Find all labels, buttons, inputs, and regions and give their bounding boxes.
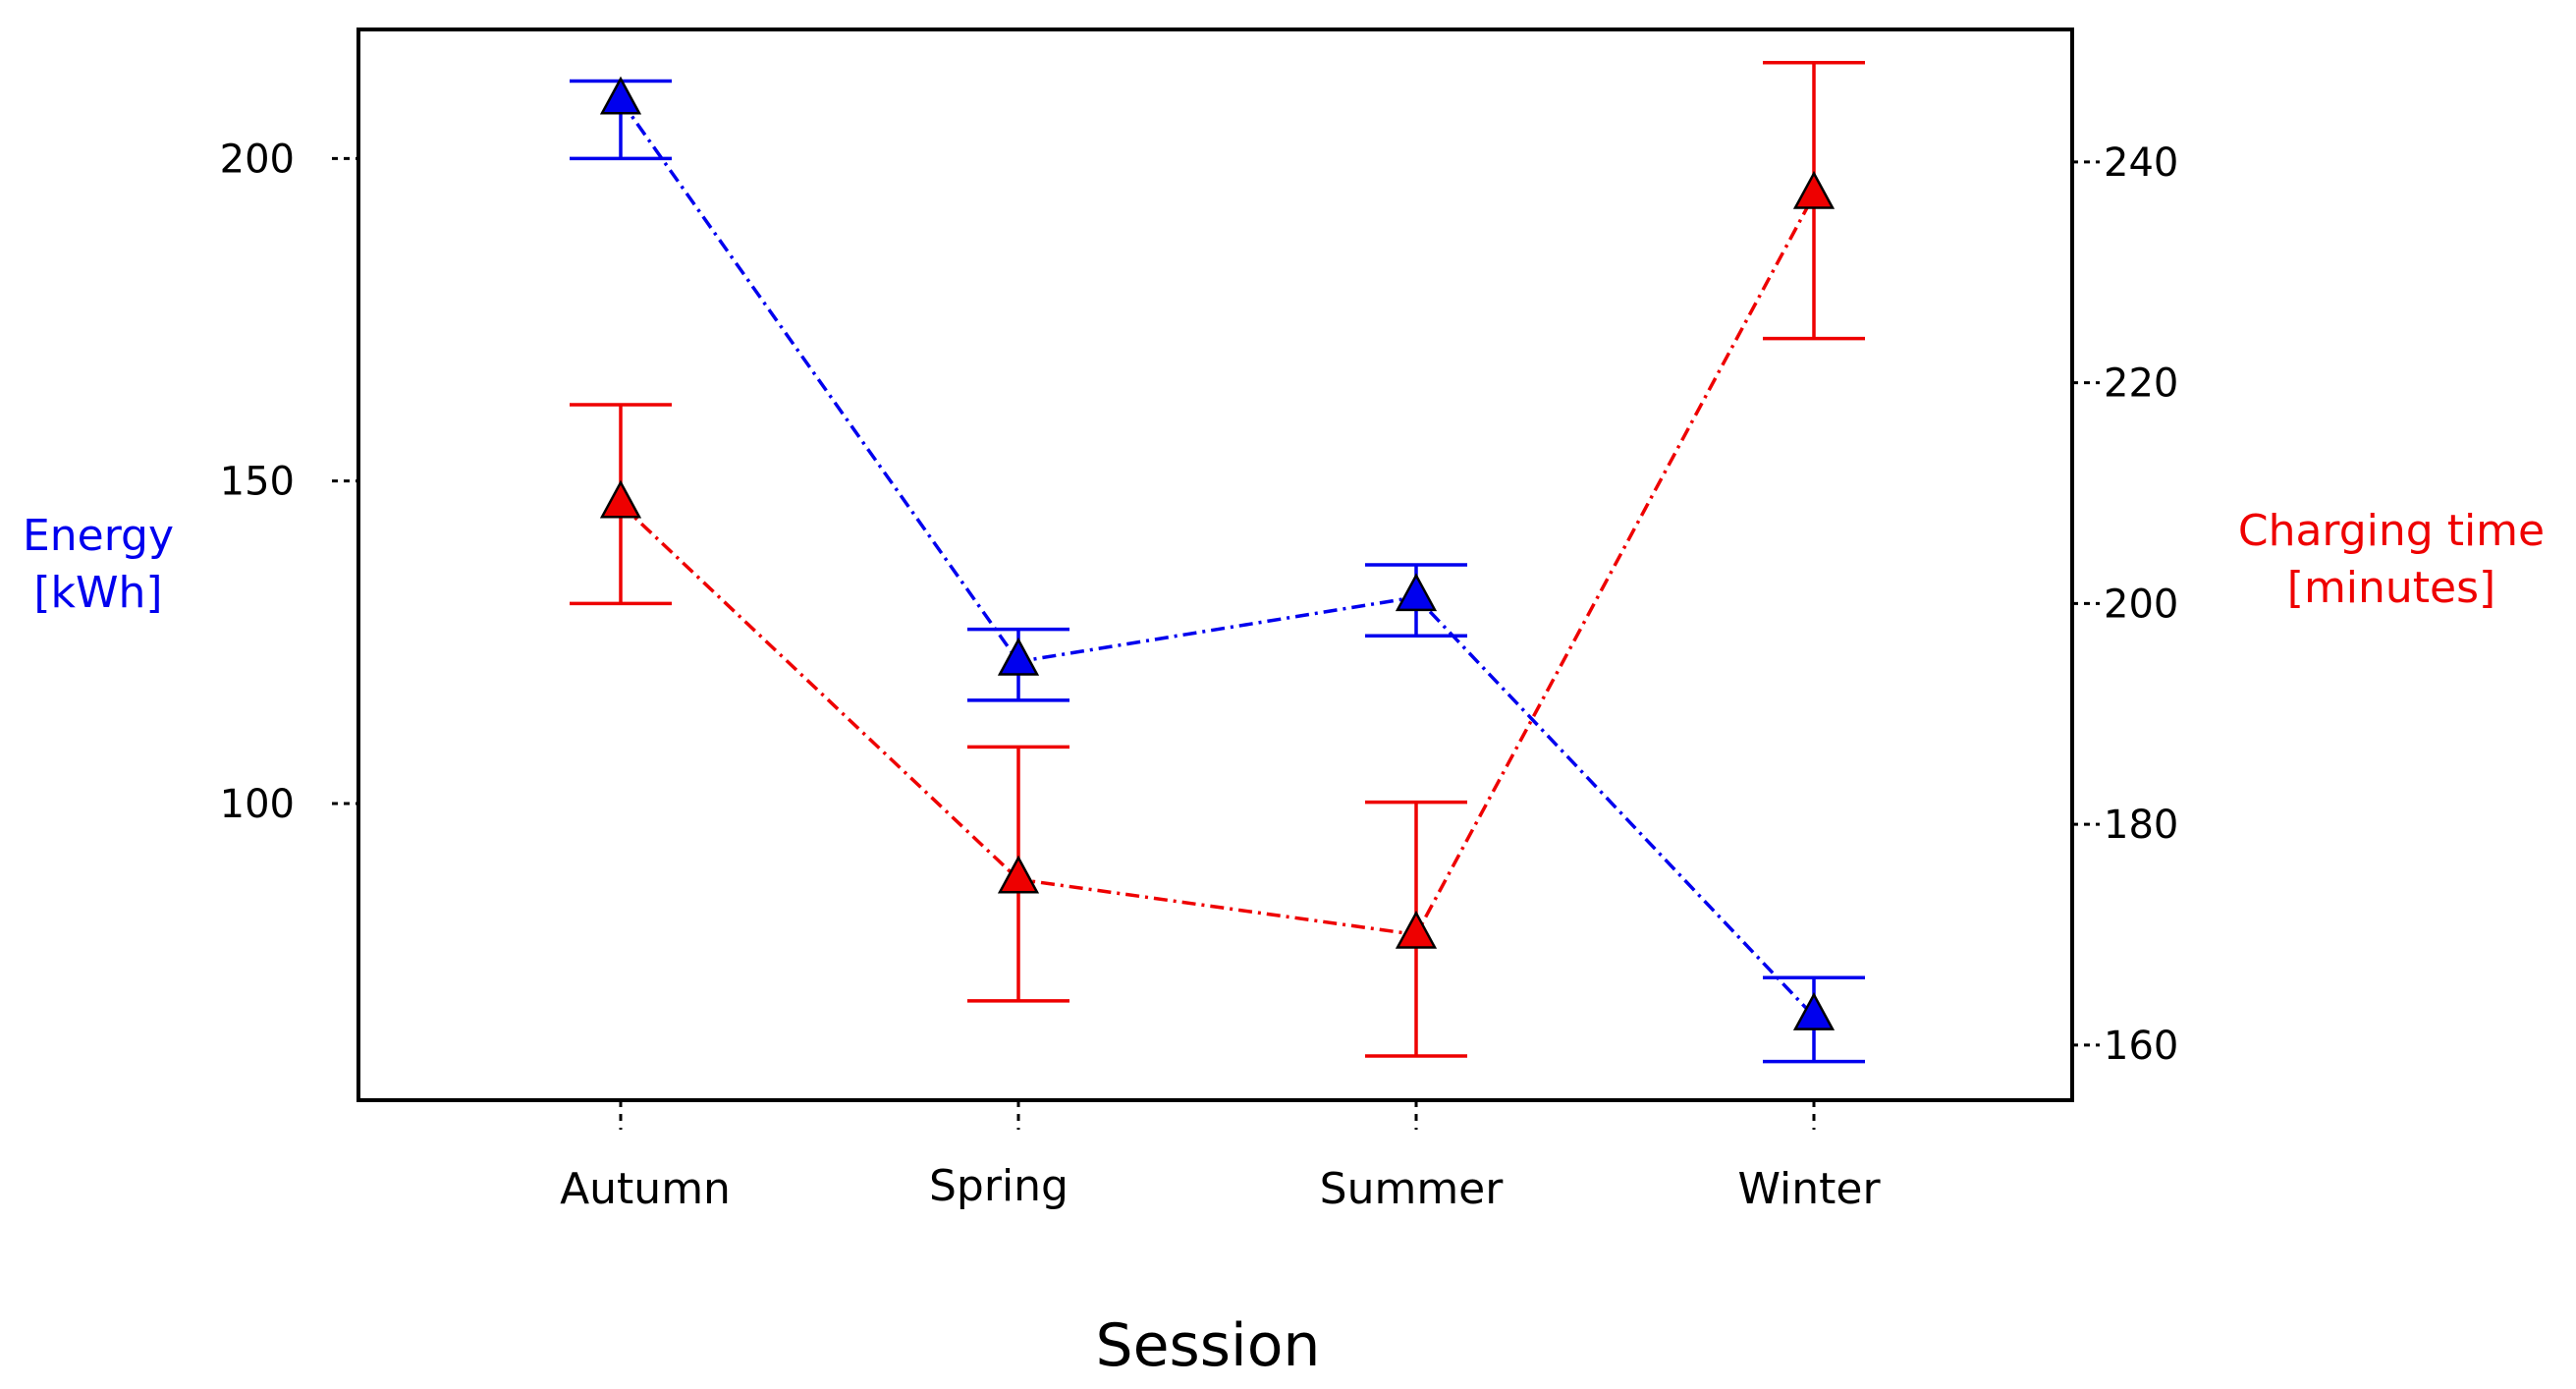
charging-time-point-winter — [1792, 170, 1836, 209]
charging-time-point-summer — [1395, 910, 1438, 949]
left-tick-label: 100 — [220, 782, 295, 827]
energy-point-winter — [1792, 992, 1836, 1030]
series-layer — [570, 60, 1865, 1064]
right-tick-label: 240 — [2104, 140, 2178, 186]
left-tick-label: 200 — [220, 137, 295, 182]
energy-line — [619, 99, 1816, 1018]
energy-point-summer — [1395, 573, 1438, 612]
charging-time-point-spring — [997, 855, 1040, 894]
charging-time-line — [619, 194, 1816, 937]
energy-point-autumn — [599, 76, 642, 115]
left-axis-title-line: Energy — [23, 511, 174, 561]
x-tick-label-winter: Winter — [1737, 1164, 1881, 1214]
right-tick-label: 180 — [2104, 803, 2178, 848]
charging-time-point-autumn — [599, 479, 642, 519]
right-axis-title-line: Charging time — [2238, 506, 2545, 556]
right-tick-label: 220 — [2104, 361, 2178, 407]
plot-frame — [356, 28, 2074, 1102]
energy-point-spring — [997, 637, 1040, 676]
right-tick-label: 160 — [2104, 1024, 2178, 1069]
right-tick-label: 200 — [2104, 582, 2178, 627]
left-axis-title-line: [kWh] — [33, 568, 162, 618]
right-axis: 160 180 200 220 240 — [2072, 140, 2178, 1069]
x-axis-title: Session — [1096, 1311, 1321, 1380]
x-tick-label-autumn: Autumn — [560, 1164, 731, 1214]
series-energy — [570, 76, 1865, 1064]
left-axis-title: Energy [kWh] — [23, 511, 174, 618]
series-charging-time — [570, 60, 1865, 1058]
left-axis: 100 150 200 — [220, 137, 358, 827]
right-axis-title: Charging time [minutes] — [2238, 506, 2545, 613]
x-tick-label-spring: Spring — [929, 1161, 1069, 1211]
x-tick-label-summer: Summer — [1320, 1164, 1505, 1214]
left-tick-label: 150 — [220, 460, 295, 505]
right-axis-title-line: [minutes] — [2287, 563, 2495, 613]
x-axis: Autumn Spring Summer Winter — [560, 1100, 1881, 1214]
